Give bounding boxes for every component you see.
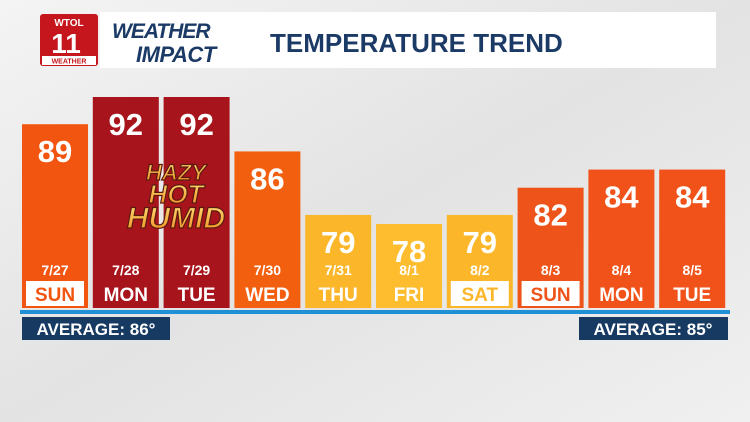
bar: [22, 124, 88, 308]
date-label: 8/4: [612, 262, 632, 278]
date-label: 8/1: [399, 262, 419, 278]
value-label: 82: [533, 198, 567, 233]
value-label: 84: [604, 180, 639, 215]
day-box: [450, 281, 509, 306]
bar: [92, 97, 159, 308]
brand-bottom: IMPACT: [136, 42, 218, 67]
bar: [163, 97, 230, 308]
date-label: 8/5: [682, 262, 702, 278]
day-label: FRI: [394, 285, 425, 306]
logo-sub: WEATHER: [52, 59, 87, 66]
day-label: WED: [245, 285, 289, 306]
average-label: AVERAGE: 86°: [37, 320, 156, 339]
day-box: [521, 281, 580, 306]
average-label: AVERAGE: 85°: [594, 320, 713, 339]
bar: [588, 169, 655, 308]
day-label: SUN: [531, 285, 571, 306]
date-label: 8/3: [541, 262, 561, 278]
day-box: [26, 281, 84, 306]
bar: [376, 224, 442, 308]
base-line: [20, 310, 730, 314]
annotation: HUMID: [127, 202, 225, 235]
date-label: 7/29: [183, 262, 210, 278]
day-label: MON: [104, 285, 148, 306]
date-label: 7/27: [41, 262, 68, 278]
day-label: SUN: [35, 285, 75, 306]
value-label: 78: [392, 234, 426, 269]
day-label: TUE: [673, 285, 711, 306]
day-label: THU: [319, 285, 358, 306]
date-label: 7/31: [325, 262, 352, 278]
header-bar: [100, 12, 716, 68]
value-label: 79: [463, 225, 497, 260]
value-label: 92: [109, 107, 143, 142]
logo-station: WTOL: [54, 18, 83, 29]
bar: [305, 214, 372, 308]
logo-channel: 11: [51, 28, 81, 59]
value-label: 92: [179, 107, 213, 142]
logo-box: [40, 14, 98, 66]
annotation: HAZY: [146, 160, 208, 185]
annotation: HOT: [149, 179, 206, 209]
bar: [234, 151, 301, 308]
value-label: 84: [675, 180, 710, 215]
average-box: [579, 317, 728, 340]
average-box: [22, 317, 170, 340]
date-label: 7/30: [254, 262, 281, 278]
date-label: 7/28: [112, 262, 139, 278]
date-label: 8/2: [470, 262, 490, 278]
chart-title: TEMPERATURE TREND: [270, 28, 563, 58]
day-label: TUE: [178, 285, 216, 306]
logo-strip: [42, 56, 96, 65]
day-label: SAT: [462, 285, 499, 306]
day-label: MON: [599, 285, 643, 306]
value-label: 79: [321, 225, 355, 260]
value-label: 89: [38, 134, 72, 169]
bar: [659, 169, 726, 308]
brand-top: WEATHER: [112, 20, 211, 43]
value-label: 86: [250, 161, 284, 196]
